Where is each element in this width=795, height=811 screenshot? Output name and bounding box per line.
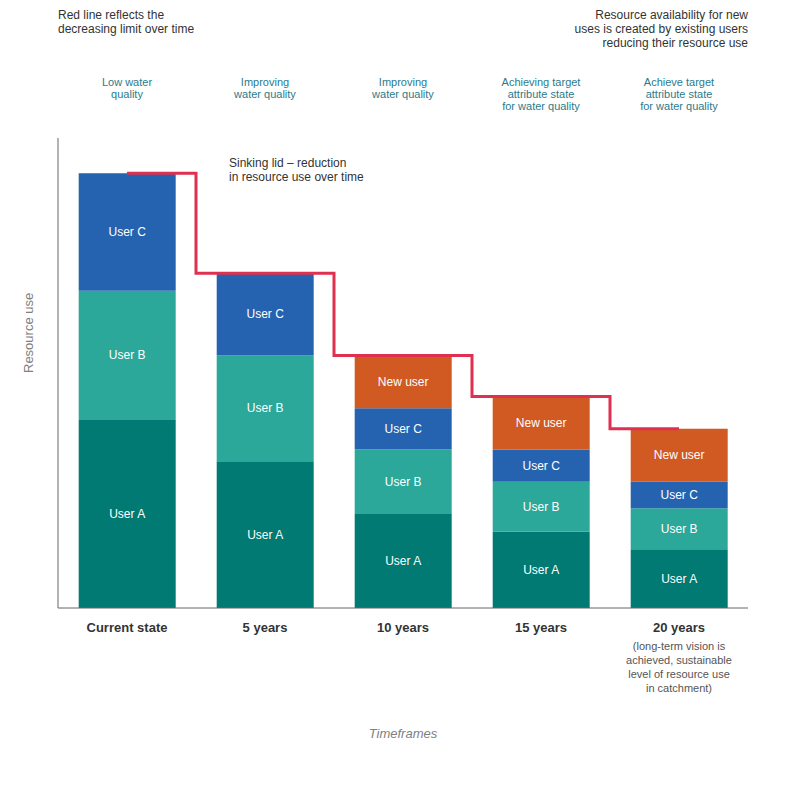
svg-text:User C: User C xyxy=(109,225,147,239)
svg-text:Current state: Current state xyxy=(87,620,168,635)
svg-text:10 years: 10 years xyxy=(377,620,429,635)
svg-text:5 years: 5 years xyxy=(243,620,288,635)
svg-text:User B: User B xyxy=(661,522,698,536)
svg-text:New user: New user xyxy=(378,375,429,389)
html-text:Improving water quality: Improving water quality xyxy=(372,76,434,100)
html-text:Sinking lid – reduction in res: Sinking lid – reduction in resource use … xyxy=(229,156,364,184)
html-text:Red line reflects the decreasi: Red line reflects the decreasing limit o… xyxy=(58,8,195,36)
html-text:Low water quality: Low water quality xyxy=(101,76,153,100)
svg-text:User C: User C xyxy=(661,488,699,502)
svg-text:20 years: 20 years xyxy=(653,620,705,635)
svg-text:User B: User B xyxy=(385,475,422,489)
svg-text:in catchment): in catchment) xyxy=(646,682,712,694)
svg-text:15 years: 15 years xyxy=(515,620,567,635)
svg-text:New user: New user xyxy=(654,448,705,462)
svg-text:(long-term vision is: (long-term vision is xyxy=(633,640,726,652)
svg-text:User B: User B xyxy=(247,401,284,415)
svg-text:Timeframes: Timeframes xyxy=(369,726,438,741)
svg-text:achieved, sustainable: achieved, sustainable xyxy=(626,654,732,666)
svg-text:User C: User C xyxy=(247,307,285,321)
svg-text:User B: User B xyxy=(523,500,560,514)
html-text:Improving water quality: Improving water quality xyxy=(234,76,296,100)
svg-text:level of resource use: level of resource use xyxy=(628,668,730,680)
svg-text:User C: User C xyxy=(523,459,561,473)
svg-text:User C: User C xyxy=(385,422,423,436)
svg-text:New user: New user xyxy=(516,416,567,430)
svg-text:User B: User B xyxy=(109,348,146,362)
html-text:Achieving target attribute sta: Achieving target attribute state for wat… xyxy=(501,76,581,112)
html-text:Achieve target attribute state: Achieve target attribute state for water… xyxy=(640,76,718,112)
svg-text:User A: User A xyxy=(385,554,421,568)
svg-text:User A: User A xyxy=(523,563,559,577)
svg-text:User A: User A xyxy=(247,528,283,542)
svg-text:User A: User A xyxy=(109,507,145,521)
svg-text:User A: User A xyxy=(661,572,697,586)
svg-text:Resource use: Resource use xyxy=(21,293,36,373)
html-text:Resource availability for new: Resource availability for new uses is cr… xyxy=(574,8,748,50)
